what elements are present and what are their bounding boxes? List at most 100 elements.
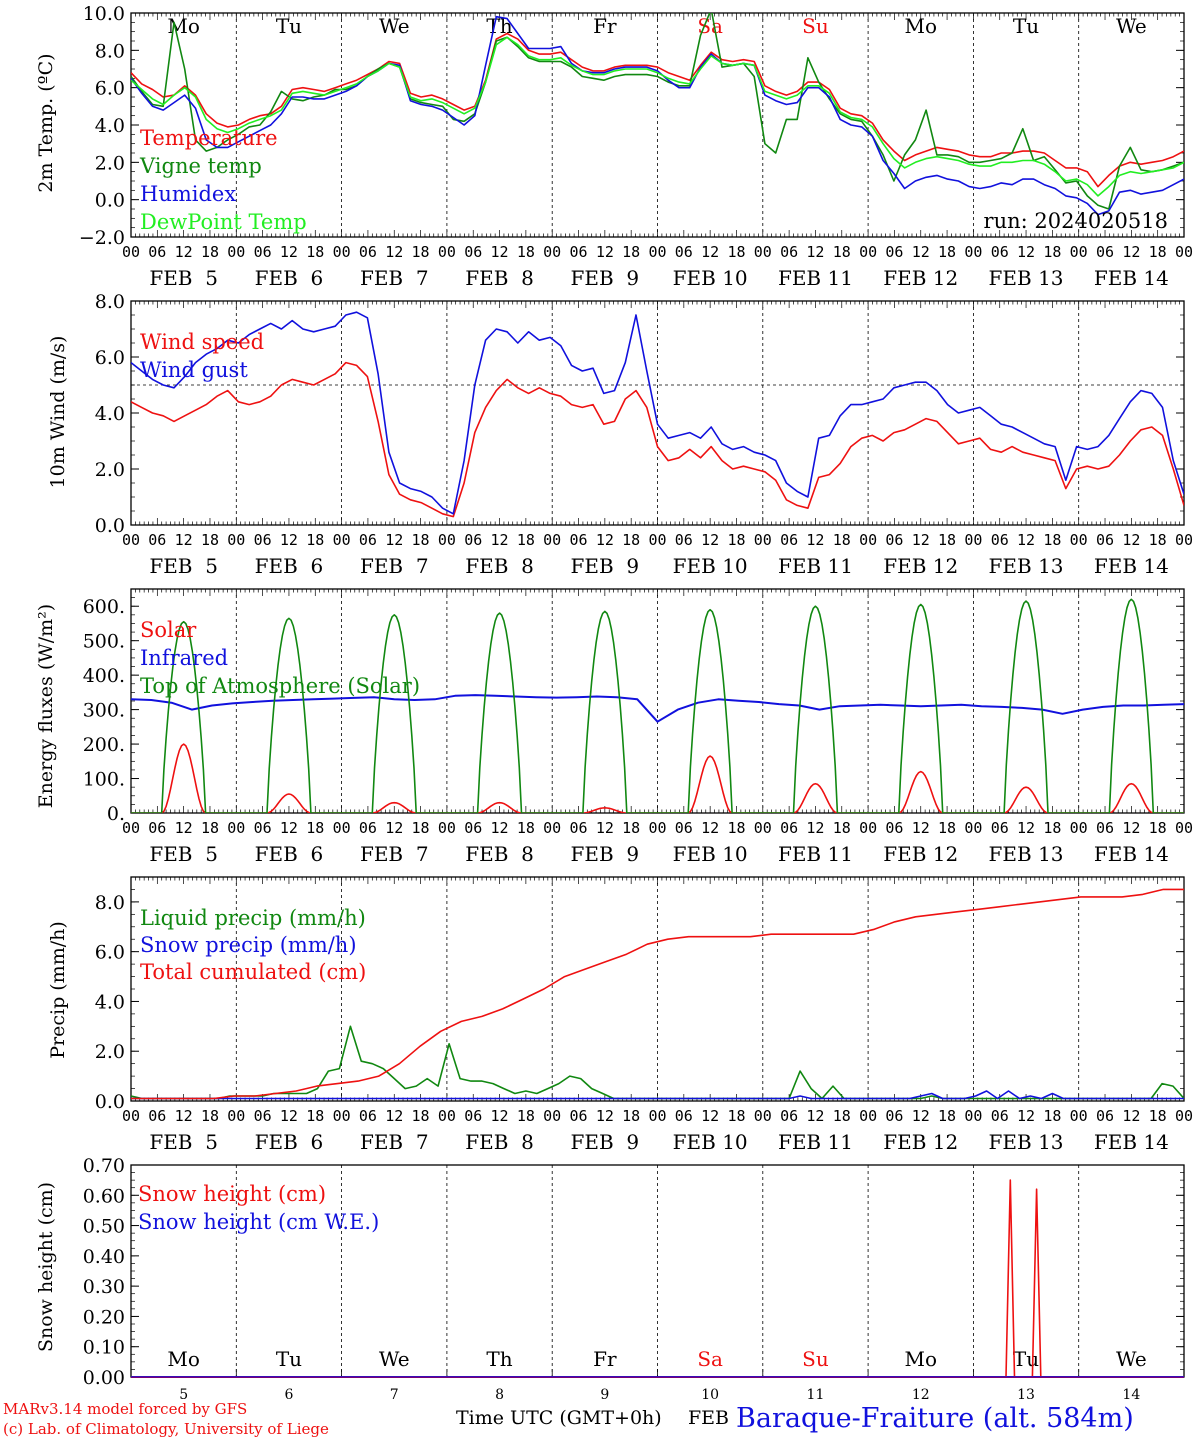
hour-label: 00: [1070, 819, 1088, 837]
hour-label: 06: [991, 243, 1009, 261]
hour-label: 00: [859, 243, 877, 261]
y-tick-label: 10.0: [83, 3, 125, 25]
legend-snow-height: Snow height (cm): [138, 1182, 326, 1206]
y-tick-label: 0.00: [83, 1367, 125, 1389]
hour-label: 00: [1175, 1107, 1193, 1125]
weekday-label: Fr: [593, 14, 617, 38]
station-title: Baraque-Fraiture (alt. 584m): [736, 1403, 1134, 1434]
day-number-label: 11: [807, 1387, 825, 1403]
weekday-label: Mo: [904, 1347, 937, 1371]
y-tick-label: 2.0: [95, 459, 125, 481]
hour-label: 06: [780, 1107, 798, 1125]
date-label: FEB 13: [989, 554, 1064, 578]
hour-label: 12: [701, 531, 719, 549]
hour-label: 06: [148, 243, 166, 261]
hour-label: 12: [701, 819, 719, 837]
hour-label: 12: [596, 531, 614, 549]
legend-liquid-precip: Liquid precip (mm/h): [140, 906, 366, 930]
hour-label: 00: [438, 243, 456, 261]
day-number-label: 13: [1017, 1387, 1035, 1403]
y-tick-label: 6.0: [95, 78, 125, 100]
hour-label: 12: [912, 819, 930, 837]
hour-label: 12: [912, 1107, 930, 1125]
hour-label: 00: [1175, 819, 1193, 837]
weekday-label: Sa: [697, 1347, 723, 1371]
hour-label: 00: [333, 531, 351, 549]
y-tick-label: 0.50: [83, 1216, 125, 1238]
hour-label: 00: [543, 1107, 561, 1125]
date-label: FEB 9: [571, 554, 640, 578]
y-tick-label: 2.0: [95, 152, 125, 174]
series-line-snow-precip-mm-h-: [131, 1090, 1184, 1100]
hour-label: 00: [227, 1107, 245, 1125]
hour-label: 18: [938, 531, 956, 549]
date-label: FEB 6: [255, 1130, 324, 1154]
y-tick-label: 6.0: [95, 942, 125, 964]
hour-label: 00: [1175, 243, 1193, 261]
hour-label: 12: [491, 531, 509, 549]
legend-toa-solar: Top of Atmosphere (Solar): [140, 674, 420, 698]
hour-label: 18: [412, 243, 430, 261]
legend-humidex: Humidex: [140, 182, 236, 206]
y-tick-label: 4.0: [95, 403, 125, 425]
hour-label: 18: [306, 819, 324, 837]
hour-label: 00: [1070, 531, 1088, 549]
date-label: FEB 8: [465, 554, 534, 578]
credit-lab: (c) Lab. of Climatology, University of L…: [3, 1420, 329, 1438]
hour-label: 00: [122, 819, 140, 837]
hour-label: 00: [122, 243, 140, 261]
series-line-temperature: [131, 32, 1184, 188]
hour-label: 18: [833, 243, 851, 261]
y-tick-label: 0.: [107, 803, 125, 825]
date-label: FEB 14: [1094, 266, 1169, 290]
y-tick-label: 300.: [83, 700, 125, 722]
hour-label: 00: [227, 819, 245, 837]
hour-label: 12: [385, 819, 403, 837]
hour-label: 06: [359, 243, 377, 261]
time-axis-label: Time UTC (GMT+0h): [456, 1407, 662, 1429]
hour-label: 18: [938, 243, 956, 261]
hour-label: 12: [596, 243, 614, 261]
y-tick-label: 6.0: [95, 347, 125, 369]
hour-label: 00: [964, 531, 982, 549]
hour-label: 18: [412, 1107, 430, 1125]
hour-label: 06: [780, 531, 798, 549]
hour-label: 18: [833, 1107, 851, 1125]
hour-label: 18: [306, 1107, 324, 1125]
hour-label: 18: [1149, 819, 1167, 837]
hour-label: 00: [333, 243, 351, 261]
hour-label: 06: [569, 243, 587, 261]
hour-label: 12: [175, 819, 193, 837]
hour-label: 12: [596, 1107, 614, 1125]
hour-label: 00: [227, 531, 245, 549]
hour-label: 12: [806, 819, 824, 837]
hour-label: 06: [148, 1107, 166, 1125]
hour-label: 06: [1096, 531, 1114, 549]
y-tick-label: 8.0: [95, 291, 125, 313]
hour-label: 12: [1017, 243, 1035, 261]
hour-label: 06: [780, 819, 798, 837]
hour-label: 18: [622, 1107, 640, 1125]
weekday-label: Mo: [904, 14, 937, 38]
date-label: FEB 5: [149, 266, 218, 290]
day-number-label: 14: [1122, 1387, 1140, 1403]
hour-label: 06: [464, 531, 482, 549]
precip-ylabel: Precip (mm/h): [47, 921, 69, 1059]
hour-label: 00: [648, 243, 666, 261]
hour-label: 12: [280, 531, 298, 549]
hour-label: 06: [1096, 1107, 1114, 1125]
hour-label: 00: [438, 819, 456, 837]
hour-label: 18: [622, 243, 640, 261]
hour-label: 18: [938, 819, 956, 837]
hour-label: 18: [622, 531, 640, 549]
series-line-top-of-atmosphere-solar-: [131, 598, 1184, 813]
y-tick-label: 0.0: [95, 515, 125, 537]
credit-model: MARv3.14 model forced by GFS: [3, 1400, 247, 1418]
legend-solar: Solar: [140, 618, 197, 642]
hour-label: 06: [780, 243, 798, 261]
hour-label: 00: [964, 819, 982, 837]
weekday-label: Th: [486, 1347, 512, 1371]
date-label: FEB 12: [883, 266, 958, 290]
hour-label: 00: [964, 243, 982, 261]
